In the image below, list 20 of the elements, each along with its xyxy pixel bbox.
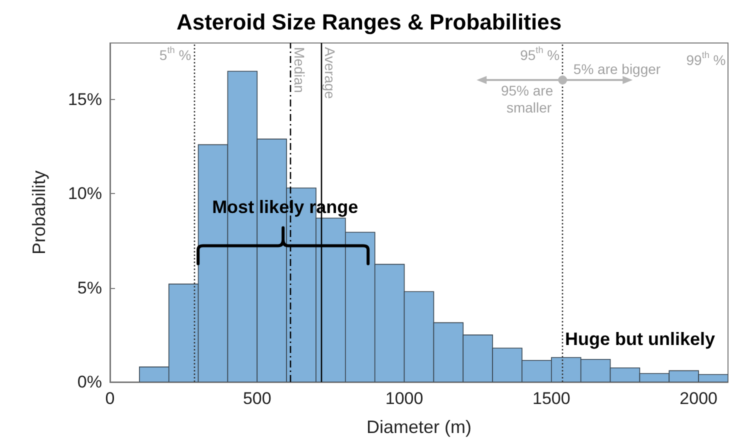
ref-line-label: 5$^{th}$ % bbox=[159, 45, 192, 63]
ref-line-label: Median bbox=[292, 47, 308, 93]
annotation: 95% are smaller bbox=[500, 82, 558, 116]
annotation: 5% are bigger bbox=[573, 60, 661, 77]
ref-line-label: Average bbox=[322, 47, 338, 100]
x-tick-label: 1500 bbox=[532, 389, 570, 408]
x-tick-label: 2000 bbox=[680, 389, 718, 408]
y-tick-label: 5% bbox=[77, 278, 102, 298]
y-tick-label: 10% bbox=[68, 184, 102, 204]
annotation: Huge but unlikely bbox=[564, 328, 716, 349]
annotation: 99$^{th}$ % bbox=[686, 50, 726, 68]
x-axis-title: Diameter (m) bbox=[366, 417, 472, 437]
y-tick-label: 15% bbox=[68, 90, 102, 109]
x-tick-label: 500 bbox=[242, 389, 272, 408]
y-axis-title: Probability bbox=[29, 170, 49, 255]
x-tick-label: 1000 bbox=[385, 389, 424, 408]
ref-line-label: 95$^{th}$ % bbox=[520, 45, 560, 63]
y-tick-label: 0% bbox=[77, 372, 102, 392]
x-tick-label: 0 bbox=[105, 389, 115, 408]
chart-title: Asteroid Size Ranges & Probabilities bbox=[176, 10, 562, 34]
